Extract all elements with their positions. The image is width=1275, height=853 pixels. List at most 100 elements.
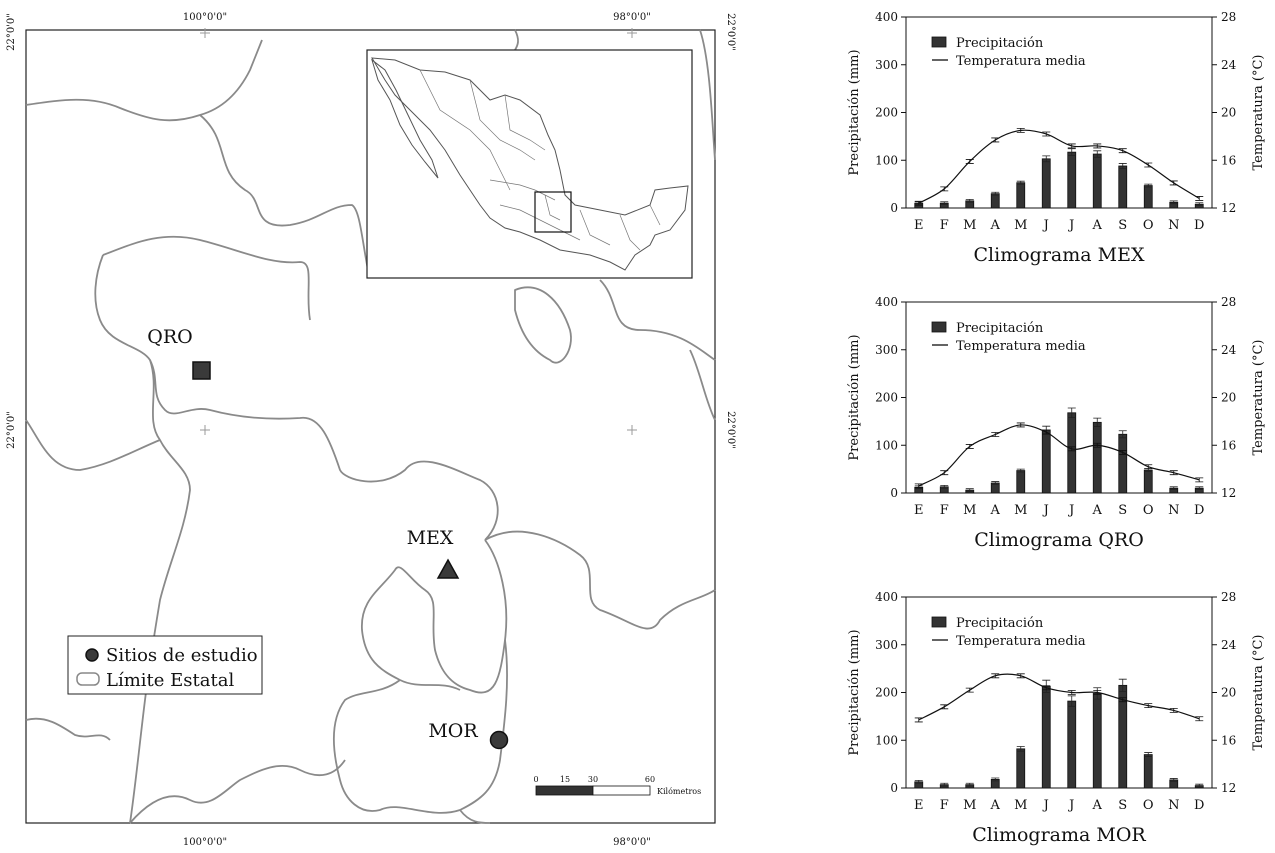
precip-bar: [1169, 201, 1179, 209]
inset-state-line: [499, 204, 581, 241]
legend-temp-label: Temperatura media: [956, 54, 1086, 69]
precip-bar: [990, 482, 1000, 494]
grid-cross: [200, 28, 210, 38]
precip-bar: [1041, 158, 1051, 209]
month-label: D: [1194, 503, 1204, 518]
month-label: N: [1168, 503, 1179, 518]
coord-top-1: 100°0'0": [183, 12, 227, 23]
precip-error-bar: [1016, 180, 1025, 185]
boundary-line: [129, 359, 191, 824]
left-tick-label: 300: [875, 343, 898, 357]
legend-precip-swatch: [931, 616, 947, 628]
plot-frame: [905, 301, 1213, 494]
temperature-point: [1093, 442, 1102, 448]
site-label-mor: MOR: [428, 720, 478, 742]
scale-tick-15: 15: [560, 775, 570, 784]
precip-error-bar: [914, 201, 923, 206]
precip-bar: [1169, 487, 1179, 494]
coord-top-2: 98°0'0": [613, 12, 651, 23]
legend-boundary-label: Límite Estatal: [106, 670, 234, 691]
inset-state-lines: [419, 69, 661, 251]
temperature-point: [1042, 429, 1051, 435]
precip-bar: [1118, 684, 1128, 789]
temperature-point: [1169, 180, 1178, 186]
temperature-point: [1016, 422, 1025, 428]
precip-bar: [1143, 185, 1153, 209]
chart-title: Climograma MEX: [974, 244, 1145, 266]
temperature-line: [918, 129, 1200, 204]
precip-error-bar: [1042, 155, 1051, 163]
plot-frame: [905, 596, 1213, 789]
temperature-point: [1067, 446, 1076, 452]
scale-bar-dark: [535, 785, 594, 796]
mor-circle-symbol: [489, 730, 509, 750]
grid-cross: [200, 425, 210, 435]
precip-bar: [1016, 470, 1026, 494]
grid-crosses: [200, 28, 637, 435]
month-label: N: [1168, 218, 1179, 233]
y-axis-title: Precipitación (mm): [847, 49, 862, 175]
legend-site-symbol: [85, 648, 99, 662]
temperature-point: [940, 186, 949, 192]
right-tick-label: 24: [1221, 343, 1237, 357]
month-label: J: [1067, 798, 1074, 813]
scale-unit: Kilómetros: [657, 787, 701, 796]
temperature-point: [1093, 143, 1102, 149]
temperature-point: [1067, 143, 1076, 149]
inset-study-area-box: [534, 191, 572, 233]
month-label: M: [963, 798, 976, 813]
right-tick-label: 28: [1221, 590, 1236, 604]
coord-bottom-1: 100°0'0": [183, 837, 227, 848]
temperature-point: [991, 432, 1000, 437]
precip-bar: [1143, 469, 1153, 494]
month-label: M: [1014, 798, 1027, 813]
precip-bar: [1169, 779, 1179, 789]
scale-tick-60: 60: [645, 775, 655, 784]
left-tick-label: 0: [890, 201, 898, 215]
legend-sites-label: Sitios de estudio: [106, 645, 258, 666]
right-tick-label: 16: [1221, 153, 1236, 167]
boundary-line: [361, 539, 508, 694]
precip-error-bar: [1093, 150, 1102, 158]
scale-tick-0: 0: [533, 775, 538, 784]
legend-boundary-symbol: [76, 672, 100, 686]
precip-error-bar: [940, 782, 949, 787]
grid-cross: [627, 425, 637, 435]
y2-axis-title: Temperatura (°C): [1251, 340, 1266, 456]
state-boundaries: [25, 29, 716, 824]
temperature-point: [965, 444, 974, 449]
right-tick-label: 28: [1221, 295, 1236, 309]
legend-precip-label: Precipitación: [956, 321, 1044, 336]
boundary-line: [25, 39, 263, 122]
month-label: F: [940, 218, 949, 233]
grid-cross: [627, 28, 637, 38]
right-tick-label: 24: [1221, 58, 1237, 72]
precip-bar: [1067, 700, 1077, 789]
precip-error-bar: [1169, 486, 1178, 491]
inset-state-line: [579, 209, 611, 246]
precip-error-bar: [914, 779, 923, 784]
precip-error-bar: [1195, 783, 1204, 788]
inset-state-line: [619, 214, 641, 251]
precip-bar: [1194, 203, 1204, 209]
precip-error-bar: [940, 484, 949, 489]
coord-right-1: 22°0'0": [725, 13, 736, 51]
inset-state-line: [544, 194, 561, 221]
precip-bar: [1016, 182, 1026, 209]
precip-error-bar: [1195, 486, 1204, 491]
coord-right-2: 22°0'0": [725, 411, 736, 449]
precip-bar: [939, 486, 949, 494]
right-tick-label: 16: [1221, 438, 1236, 452]
scale-bar-light: [592, 785, 651, 796]
precip-error-bar: [1042, 425, 1051, 435]
precip-error-bar: [965, 782, 974, 787]
precip-error-bar: [1042, 679, 1051, 693]
mexico-outline: [371, 57, 689, 271]
month-label: E: [914, 798, 924, 813]
precip-bar: [1067, 412, 1077, 494]
inset-state-line: [419, 69, 511, 191]
month-label: S: [1118, 503, 1127, 518]
temperature-point: [1169, 470, 1178, 476]
month-label: O: [1143, 798, 1154, 813]
